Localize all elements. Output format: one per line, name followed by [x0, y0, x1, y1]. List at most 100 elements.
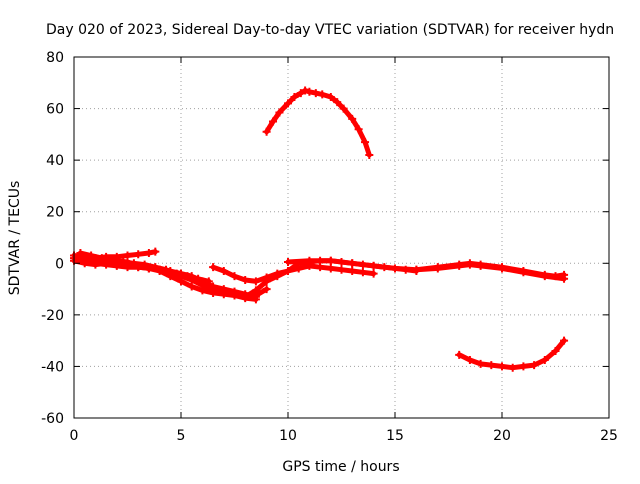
data-point [412, 265, 421, 274]
y-tick-label: -20 [41, 308, 64, 324]
series-arc-10 [262, 86, 374, 159]
y-tick-label: 20 [46, 205, 64, 221]
data-point [551, 346, 560, 355]
y-tick-label: 80 [46, 50, 64, 66]
data-point [204, 277, 213, 286]
series-arc-5 [91, 255, 271, 300]
x-tick-label: 5 [177, 428, 186, 444]
data-point [151, 247, 160, 256]
data-point [337, 265, 346, 274]
x-tick-label: 20 [493, 428, 511, 444]
data-point [519, 362, 528, 371]
data-point [144, 264, 153, 273]
series-trace [264, 88, 372, 158]
data-point [296, 89, 305, 98]
data-point [166, 268, 175, 277]
data-point [540, 355, 549, 364]
y-tick-label: -40 [41, 359, 64, 375]
data-point [369, 261, 378, 270]
data-point [318, 90, 327, 99]
data-point [348, 259, 357, 268]
data-point [391, 264, 399, 273]
data-point [487, 361, 496, 370]
data-point [269, 117, 278, 126]
data-point [519, 268, 528, 277]
data-point [187, 276, 196, 285]
data-point [361, 138, 370, 147]
data-point [465, 260, 474, 269]
data-point [301, 86, 310, 95]
plot-frame [73, 56, 610, 419]
data-point [560, 274, 569, 283]
series-trace [456, 338, 567, 371]
data-point [262, 285, 271, 294]
y-tick-label: 60 [46, 102, 64, 118]
data-point [241, 276, 250, 285]
data-point [76, 248, 85, 257]
data-point [87, 251, 96, 260]
data-point [144, 248, 153, 257]
series-arc-11 [455, 336, 569, 372]
data-point [230, 290, 239, 299]
data-point [560, 336, 569, 345]
data-point [284, 267, 292, 276]
data-point [348, 267, 357, 276]
data-point [311, 89, 320, 98]
data-point [326, 92, 335, 101]
data-point [284, 257, 292, 266]
data-point [112, 260, 121, 269]
x-axis-title: GPS time / hours [282, 459, 399, 475]
data-point [465, 355, 474, 364]
data-point [102, 257, 111, 266]
data-point [177, 272, 185, 281]
data-point [209, 263, 218, 272]
ticks: 0 5 10 15 20 25 -60 -40 -20 0 20 40 60 80 [41, 50, 618, 444]
plot-marks [70, 86, 569, 372]
x-tick-label: 15 [386, 428, 404, 444]
data-point [365, 150, 374, 159]
data-point [498, 264, 506, 273]
data-point [305, 87, 314, 96]
data-point [219, 288, 228, 297]
y-axis-title: SDTVAR / TECUs [7, 181, 23, 296]
data-point [155, 265, 164, 274]
data-point [80, 259, 89, 268]
data-point [275, 108, 284, 117]
data-point [369, 269, 378, 278]
x-tick-label: 0 [70, 428, 79, 444]
data-point [508, 363, 517, 372]
data-point [455, 350, 464, 359]
data-point [134, 263, 143, 272]
data-point [251, 277, 260, 286]
series-arc-9 [412, 260, 569, 283]
grid [74, 57, 609, 418]
data-point [198, 281, 207, 290]
data-point [262, 277, 271, 286]
data-point [326, 256, 335, 265]
data-point [209, 286, 218, 295]
y-tick-label: -60 [41, 411, 64, 427]
data-point [230, 272, 239, 281]
data-point [476, 261, 485, 270]
data-point [326, 264, 335, 273]
data-point [91, 255, 100, 264]
data-point [305, 256, 314, 265]
data-point [433, 264, 442, 273]
data-point [530, 361, 539, 370]
data-point [284, 99, 292, 108]
series-arc-3 [70, 256, 260, 304]
data-point [251, 286, 260, 295]
data-point [498, 362, 506, 371]
y-tick-label: 0 [55, 256, 64, 272]
chart-title: Day 020 of 2023, Sidereal Day-to-day VTE… [46, 22, 614, 38]
data-point [540, 272, 549, 281]
data-point [290, 92, 299, 101]
data-point [273, 272, 282, 281]
data-point [123, 261, 132, 270]
y-tick-label: 40 [46, 153, 64, 169]
data-point [339, 104, 348, 113]
data-point [354, 125, 363, 134]
x-tick-label: 25 [600, 428, 618, 444]
